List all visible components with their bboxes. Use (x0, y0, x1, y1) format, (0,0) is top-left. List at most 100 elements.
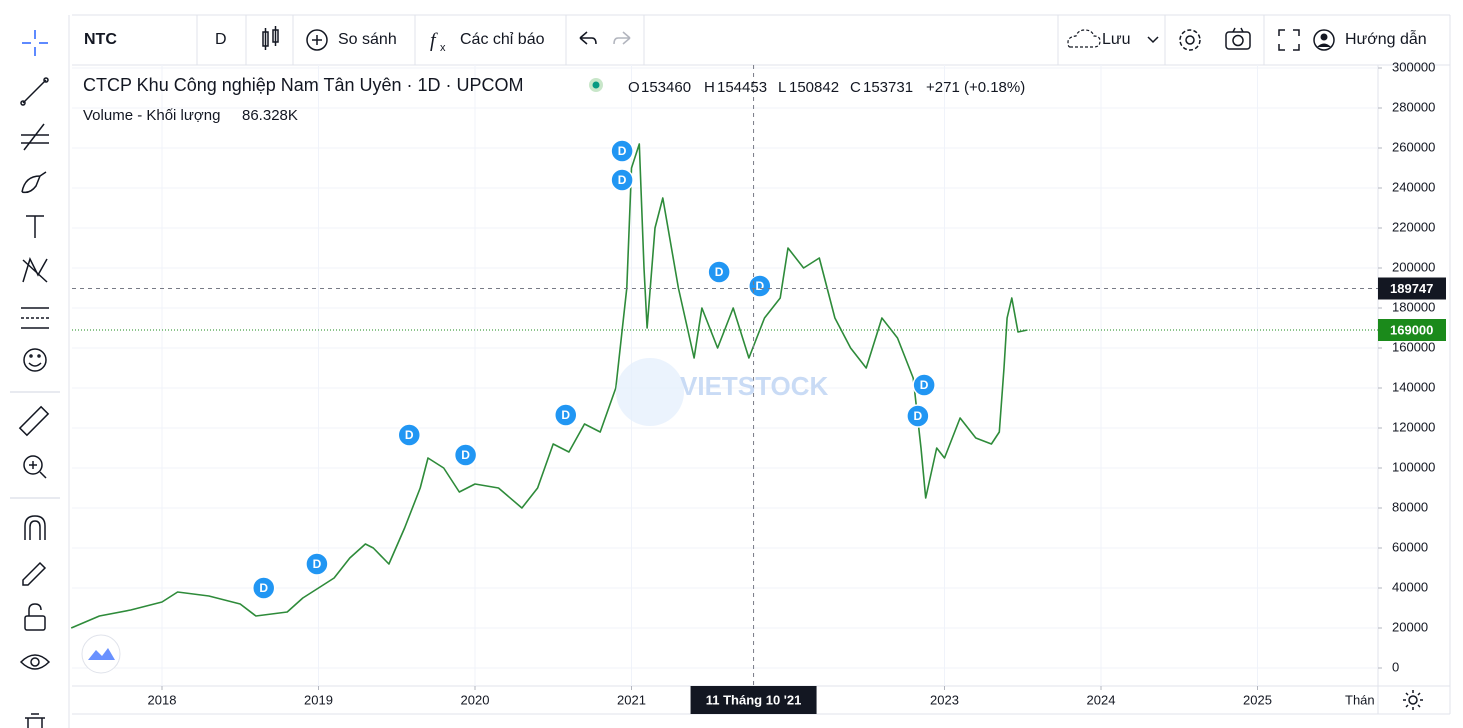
screenshot-icon[interactable] (1225, 27, 1251, 50)
visibility-tool[interactable] (19, 654, 51, 670)
crosshair-x-label-box (690, 686, 817, 714)
y-tick-label: 300000 (1392, 59, 1435, 74)
dividend-marker (397, 423, 422, 447)
fullscreen-icon[interactable] (1278, 29, 1300, 51)
toolbar-separators (196, 15, 1265, 65)
candle-icon[interactable] (262, 26, 279, 50)
user-icon[interactable] (1313, 29, 1335, 51)
timezone-settings[interactable] (1403, 690, 1423, 710)
y-tick-label: 0 (1392, 659, 1399, 674)
ohlc-label: H (704, 79, 715, 96)
y-tick-label: 260000 (1392, 139, 1435, 154)
dividend-label: D (755, 279, 764, 293)
left-tools (10, 30, 60, 728)
x-tick-label: Thán (1345, 692, 1375, 707)
ohlc-label: O (628, 79, 640, 96)
dividend-label: D (561, 408, 570, 422)
text-tool[interactable] (26, 215, 44, 238)
y-tick-label: 80000 (1392, 499, 1428, 514)
ohlc-label: L (778, 79, 786, 96)
dividend-label: D (313, 557, 322, 571)
guide-button[interactable]: Hướng dẫn (1345, 29, 1427, 48)
ohlc-value: 150842 (789, 79, 839, 96)
ohlc-value: 153731 (863, 79, 913, 96)
compare-icon[interactable] (306, 29, 328, 51)
dividend-marker (610, 139, 634, 163)
dividend-marker (251, 576, 276, 600)
undo-icon[interactable] (579, 31, 597, 45)
y-tick-label: 40000 (1392, 579, 1428, 594)
x-tick-label: 2023 (930, 692, 959, 707)
y-tick-label: 180000 (1392, 299, 1435, 314)
crosshair-x-label: 11 Tháng 10 '21 (706, 692, 802, 707)
x-tick-label: 2020 (461, 692, 490, 707)
interval[interactable]: D (215, 31, 227, 48)
indicators-button[interactable]: Các chỉ báo (460, 31, 545, 48)
symbol[interactable]: NTC (84, 31, 117, 48)
unlock-tool[interactable] (24, 603, 46, 631)
fx-icon[interactable]: f (430, 30, 438, 52)
volume-label: Volume - Khối lượng (83, 107, 220, 124)
dropdown-icon[interactable] (1147, 36, 1159, 44)
compare-button[interactable]: So sánh (338, 31, 397, 48)
save-button[interactable]: Lưu (1102, 31, 1131, 48)
dividend-label: D (715, 265, 724, 279)
x-tick-label: 2018 (148, 692, 177, 707)
crosshair-tool[interactable] (22, 30, 48, 56)
dividend-label: D (618, 173, 627, 187)
dividend-label: D (405, 428, 414, 442)
dividend-marker (554, 403, 578, 427)
dividend-marker (906, 404, 930, 428)
pattern-tool[interactable] (22, 256, 48, 283)
x-tick-label: 2019 (304, 692, 333, 707)
prediction-tool[interactable] (21, 307, 49, 329)
y-tick-label: 200000 (1392, 259, 1435, 274)
redo-icon[interactable] (613, 31, 631, 45)
dividend-marker (453, 443, 478, 467)
trash-tool[interactable] (25, 713, 45, 728)
brush-tool[interactable] (21, 171, 47, 194)
dividend-marker (305, 552, 329, 576)
emoji-tool[interactable] (23, 348, 47, 372)
ohlc-label: C (850, 79, 861, 96)
dividend-marker (610, 168, 634, 192)
fib-tool[interactable] (21, 123, 49, 151)
volume-value: 86.328K (242, 107, 298, 124)
zoom-tool[interactable] (23, 455, 47, 479)
logo-button[interactable] (88, 648, 115, 660)
logo-button[interactable] (81, 634, 121, 674)
watermark-logo (616, 358, 684, 426)
y-tick-label: 140000 (1392, 379, 1435, 394)
settings-icon[interactable] (1179, 29, 1201, 51)
last-price-label-box (1378, 319, 1446, 341)
dividend-label: D (259, 581, 268, 595)
y-tick-label: 20000 (1392, 619, 1428, 634)
y-tick-label: 220000 (1392, 219, 1435, 234)
y-tick-label: 120000 (1392, 419, 1435, 434)
last-price-label: 169000 (1390, 322, 1433, 337)
dividend-marker (912, 373, 936, 397)
y-tick-label: 280000 (1392, 99, 1435, 114)
fx-icon[interactable]: x (440, 42, 446, 54)
lock-drawing-tool[interactable] (22, 561, 47, 586)
dividend-marker (707, 260, 731, 284)
y-tick-label: 240000 (1392, 179, 1435, 194)
ruler-tool[interactable] (18, 405, 50, 437)
x-tick-label: 2024 (1087, 692, 1116, 707)
magnet-tool[interactable] (24, 515, 46, 540)
crosshair-y-label: 189747 (1390, 281, 1433, 296)
price-line (70, 143, 1028, 629)
x-tick-label: 2021 (617, 692, 646, 707)
trendline-tool[interactable] (20, 77, 49, 106)
y-tick-label: 60000 (1392, 539, 1428, 554)
legend-title: CTCP Khu Công nghiệp Nam Tân Uyên · 1D ·… (83, 75, 524, 95)
cloud-icon[interactable] (1067, 29, 1101, 48)
crosshair-y-label-box (1378, 277, 1446, 300)
status-dot (592, 81, 600, 89)
dividend-label: D (461, 448, 470, 462)
x-tick-label: 2025 (1243, 692, 1272, 707)
plot: 0 20000 40000 60000 80000 100000 120000 140000 1… (70, 59, 1446, 714)
dividend-label: D (914, 409, 923, 423)
